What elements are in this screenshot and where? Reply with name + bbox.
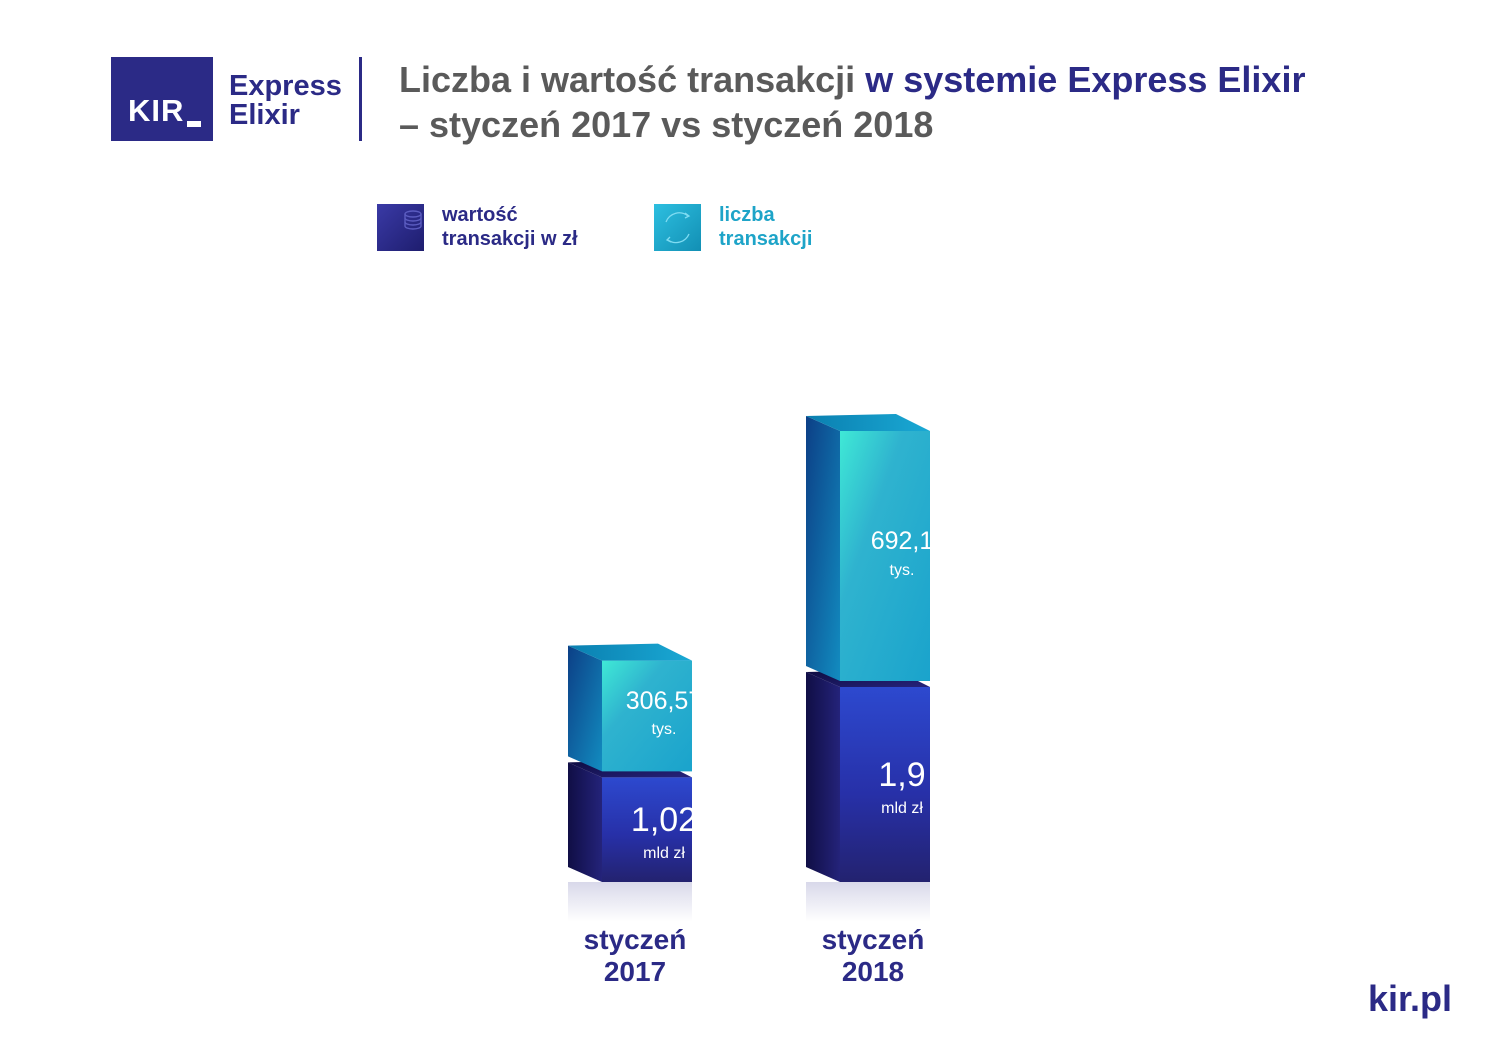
bar-count-front xyxy=(602,660,692,772)
footer-url: kir.pl xyxy=(1367,978,1452,1019)
cycle-arrows-icon xyxy=(654,204,701,251)
legend-label-value: wartość transakcji w zł xyxy=(442,203,622,251)
bar-count-top xyxy=(806,414,930,431)
title-line2: – styczeń 2017 vs styczeń 2018 xyxy=(399,104,934,145)
legend-count-line2: transakcji xyxy=(719,228,813,250)
bar-value-label: 692,1 tys. xyxy=(870,527,934,579)
title-part1: Liczba i wartość transakcji xyxy=(399,59,866,100)
legend-value-line2: transakcji w zł xyxy=(442,228,578,250)
bar-value-label: 1,9 mld zł xyxy=(878,755,926,817)
logo-divider xyxy=(359,57,362,141)
bar-count-front xyxy=(840,431,930,681)
bar-value-front xyxy=(840,687,930,882)
bar-count-side xyxy=(568,645,602,772)
bar-reflection xyxy=(806,882,930,922)
legend-item-count: liczba transakcji xyxy=(654,203,899,251)
bar-value-label: 1,02 mld zł xyxy=(630,800,698,863)
bar-value-front xyxy=(602,777,692,882)
legend-item-value: wartość transakcji w zł xyxy=(377,203,622,251)
bar-value-side xyxy=(806,672,840,882)
category-label: styczeń 2018 xyxy=(821,924,925,987)
category-label: styczeń 2017 xyxy=(583,924,687,987)
bar-reflection xyxy=(568,882,692,922)
coins-icon xyxy=(377,204,424,251)
logo-line1: Express xyxy=(229,70,342,102)
kir-logo-text: KIR xyxy=(128,93,185,128)
logo-underscore-icon xyxy=(187,121,201,127)
kir-logo: KIR xyxy=(111,57,213,141)
bar-value-label: 306,57 tys. xyxy=(625,686,703,739)
bar-count-side xyxy=(806,416,840,681)
title-part2: w systemie Express Elixir xyxy=(865,59,1306,100)
page-title: Liczba i wartość transakcji w systemie E… xyxy=(399,57,1305,147)
bar-count-top xyxy=(568,643,692,661)
legend-count-line1: liczba xyxy=(719,204,775,226)
legend-label-count: liczba transakcji xyxy=(719,203,899,251)
express-elixir-logo: Express Elixir xyxy=(229,72,342,130)
logo-line2: Elixir xyxy=(229,99,300,131)
bar-value-side xyxy=(568,762,602,882)
legend-value-line1: wartość xyxy=(442,204,518,226)
